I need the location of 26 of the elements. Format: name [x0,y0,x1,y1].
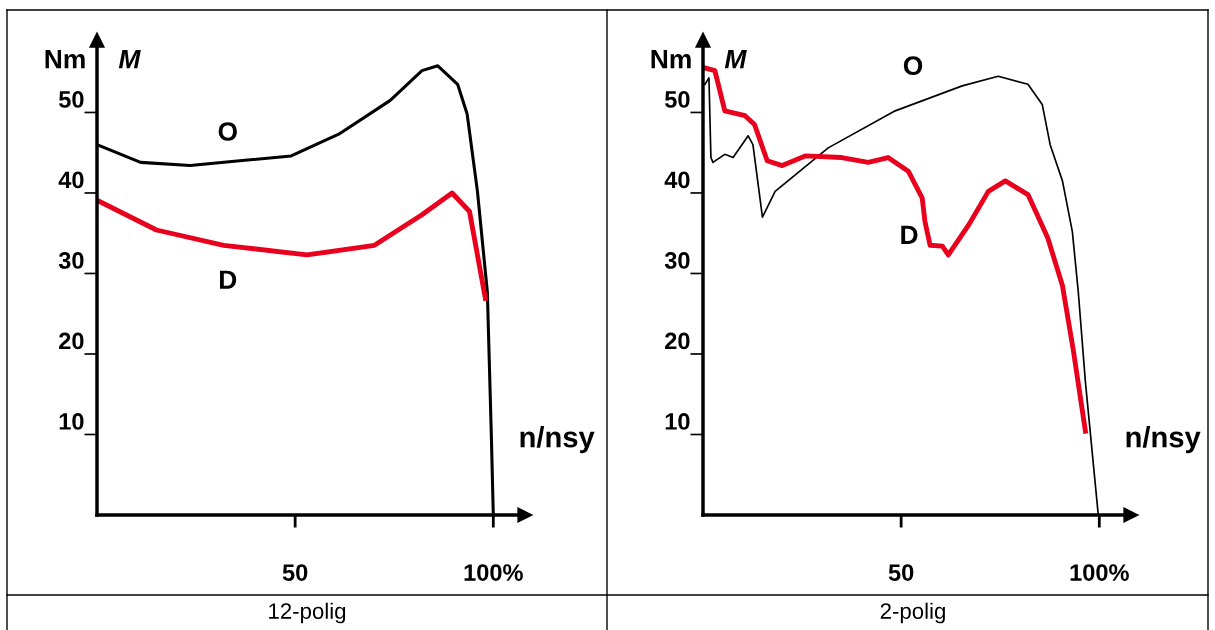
x-tick-label: 100% [464,564,523,581]
y-tick-label: 50 [664,91,690,108]
y-tick-label: 40 [58,171,84,189]
y-tick-label: 20 [59,332,84,350]
series-label: D [220,270,237,289]
y-tick-label: 30 [664,252,690,269]
series-label: O [218,122,237,141]
y-tick-label: 10 [665,413,690,430]
y-tick-label: 20 [665,332,690,350]
x-tick-label: 50 [282,564,308,581]
x-axis-title: n/nsy [1126,426,1201,454]
text: 12-polig [269,602,346,624]
x-tick-label: 100% [1070,564,1129,581]
y-tick-label: 50 [58,91,84,108]
x-axis-title: n/nsy [520,426,595,454]
series-label: O [903,56,923,76]
annotation: M [118,50,141,69]
y-axis-title: Nm [45,50,85,69]
y-tick-label: 40 [664,171,690,189]
annotation: M [724,50,747,69]
y-tick-label: 10 [59,413,84,430]
x-tick-label: 50 [888,564,914,581]
y-tick-label: 30 [58,252,84,269]
text: 2-polig [880,602,945,624]
series-label: D [901,225,918,244]
y-axis-title: Nm [651,50,691,69]
